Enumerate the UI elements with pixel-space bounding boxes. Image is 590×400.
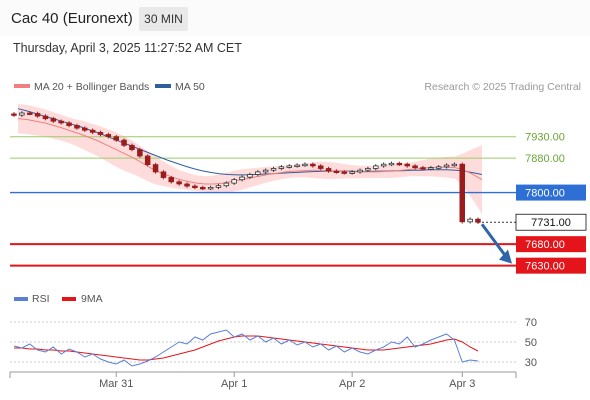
- time-axis-label: Apr 2: [339, 378, 365, 390]
- candle-body: [82, 127, 88, 131]
- credit-text: Research © 2025 Trading Central: [424, 81, 581, 93]
- candle-body: [176, 181, 182, 185]
- candle-body: [443, 164, 450, 168]
- candle-body: [42, 115, 49, 120]
- candle-body: [380, 163, 387, 167]
- candle-body: [50, 118, 57, 122]
- rsi-tick-label: 50: [525, 337, 537, 349]
- candle-body: [247, 174, 253, 178]
- candle-body: [420, 167, 426, 170]
- candle-body: [192, 185, 198, 189]
- candle-body: [435, 166, 442, 169]
- bollinger-bands: [18, 104, 482, 215]
- support-tag: [516, 236, 586, 253]
- ma20-legend-swatch: [14, 84, 30, 88]
- rsi-tick-label: 70: [525, 317, 537, 329]
- candle-body: [451, 163, 458, 167]
- rsi-legend-label: RSI: [32, 293, 50, 305]
- candle-body: [97, 131, 104, 135]
- time-axis-label: Mar 31: [99, 378, 133, 390]
- time-axis: Mar 31 Apr 1 Apr 2 Apr 3: [9, 371, 517, 390]
- candle-body: [286, 165, 292, 168]
- candle-body: [239, 176, 245, 181]
- candle-body: [262, 169, 269, 173]
- candle-body: [105, 134, 112, 137]
- projection-arrow-shaft: [480, 223, 508, 258]
- candle-body: [396, 162, 403, 166]
- candle-body: [19, 112, 25, 116]
- candle-body: [333, 170, 340, 174]
- candle-body: [294, 164, 300, 168]
- ma50-legend-label: MA 50: [175, 81, 205, 93]
- candle-body: [278, 166, 285, 169]
- candle-body: [11, 113, 17, 116]
- candle-body: [160, 171, 167, 178]
- instrument-title: Cac 40 (Euronext): [11, 10, 133, 27]
- candle-body: [270, 168, 277, 171]
- candle-body: [66, 122, 72, 126]
- rsi-ma-legend-label: 9MA: [81, 293, 103, 305]
- candle-body: [199, 186, 206, 190]
- candle-body: [254, 171, 261, 175]
- candle-body: [231, 179, 237, 184]
- rsi-tick-label: 30: [525, 357, 537, 369]
- candle-body: [58, 120, 64, 124]
- candle-body: [365, 168, 371, 171]
- time-axis-label: Apr 1: [221, 378, 247, 390]
- candle-body: [184, 183, 190, 187]
- pivot-tag: [516, 184, 586, 201]
- candle-body: [207, 186, 214, 190]
- candle-body: [34, 113, 41, 117]
- projection-arrow-head: [499, 249, 512, 264]
- top-bar: Cac 40 (Euronext) 30 MIN: [0, 0, 590, 36]
- candle-body: [152, 164, 159, 173]
- ma20-legend-label: MA 20 + Bollinger Bands: [34, 81, 149, 93]
- candle-body: [113, 136, 120, 141]
- rsi-panel: 30 50 70: [10, 317, 537, 369]
- candle-body: [129, 144, 135, 151]
- support-label: 7630.00: [525, 261, 565, 273]
- candle-body: [459, 163, 465, 223]
- candle-body: [404, 163, 410, 167]
- candle-body: [357, 169, 363, 173]
- time-axis-label: Apr 3: [449, 378, 475, 390]
- candle-body: [372, 165, 379, 169]
- candle-body: [89, 129, 96, 133]
- candle-body: [215, 185, 222, 188]
- rsi-ma-line: [14, 335, 479, 361]
- timeframe-button[interactable]: 30 MIN: [139, 7, 188, 31]
- rsi-ma-legend-swatch: [62, 297, 76, 301]
- pivot-label: 7800.00: [525, 188, 565, 200]
- candle-body: [317, 165, 324, 169]
- rsi-legend-swatch: [14, 297, 28, 301]
- candle-body: [341, 171, 347, 174]
- rsi-line: [13, 329, 479, 367]
- candle-body: [121, 139, 127, 146]
- candle-body: [467, 218, 473, 223]
- candle-body: [26, 112, 33, 115]
- candle-body: [168, 177, 174, 183]
- candle-body: [302, 163, 308, 167]
- support-label: 7680.00: [525, 239, 565, 251]
- candle-body: [137, 149, 143, 157]
- resistance-label: 7880.00: [525, 153, 565, 165]
- price-panel: 7930.00 7880.00 7800.00 7731.00 7680.00 7630.…: [10, 104, 587, 274]
- candle-body: [325, 168, 332, 172]
- ma50-legend-swatch: [155, 84, 171, 88]
- candle-body: [144, 155, 151, 166]
- candle-body: [388, 162, 395, 166]
- last-price-label: 7731.00: [531, 217, 571, 229]
- support-tag: [516, 257, 586, 274]
- candle-body: [74, 125, 80, 129]
- candle-body: [349, 171, 355, 174]
- candle-body: [428, 167, 434, 170]
- resistance-label: 7930.00: [525, 132, 565, 144]
- candle-body: [223, 182, 230, 187]
- timestamp: Thursday, April 3, 2025 11:27:52 AM CET: [13, 41, 242, 55]
- candle-body: [475, 218, 481, 223]
- last-price-tag: [515, 213, 587, 231]
- candle-body: [310, 163, 316, 167]
- candle-body: [412, 165, 418, 168]
